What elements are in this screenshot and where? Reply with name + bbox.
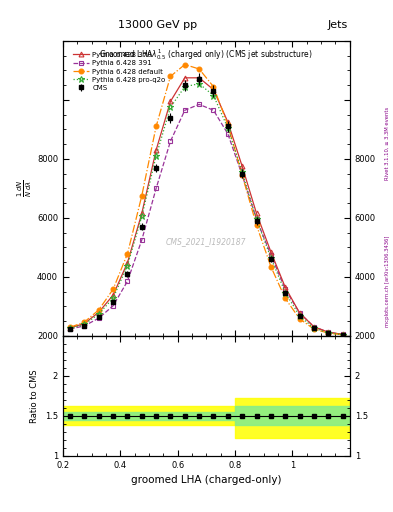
Pythia 6.428 370 (326, 329, 331, 335)
Pythia 6.428 default (211, 83, 216, 90)
Pythia 6.428 370 (125, 260, 130, 266)
Pythia 6.428 391 (312, 324, 316, 330)
Pythia 6.428 default (268, 264, 273, 270)
X-axis label: groomed LHA (charged-only): groomed LHA (charged-only) (131, 475, 281, 485)
Pythia 6.428 default (312, 326, 316, 332)
Pythia 6.428 391 (154, 185, 158, 191)
Text: mcplots.cern.ch [arXiv:1306.3436]: mcplots.cern.ch [arXiv:1306.3436] (385, 236, 389, 327)
Pythia 6.428 default (125, 251, 130, 257)
Pythia 6.428 default (254, 222, 259, 228)
Pythia 6.428 391 (168, 138, 173, 144)
Pythia 6.428 pro-q2o (283, 289, 288, 295)
Pythia 6.428 391 (326, 329, 331, 335)
Pythia 6.428 pro-q2o (168, 104, 173, 111)
Pythia 6.428 391 (111, 303, 116, 309)
Pythia 6.428 391 (240, 172, 244, 178)
Pythia 6.428 pro-q2o (268, 254, 273, 261)
Pythia 6.428 370 (111, 292, 116, 298)
Pythia 6.428 default (283, 295, 288, 302)
Pythia 6.428 391 (125, 278, 130, 284)
Pythia 6.428 default (68, 324, 72, 330)
Pythia 6.428 default (154, 123, 158, 130)
Pythia 6.428 default (197, 66, 202, 72)
Pythia 6.428 pro-q2o (226, 125, 230, 131)
Pythia 6.428 pro-q2o (340, 332, 345, 338)
Pythia 6.428 pro-q2o (82, 322, 87, 328)
Y-axis label: $\frac{1}{N}\frac{dN}{d\lambda}$: $\frac{1}{N}\frac{dN}{d\lambda}$ (16, 180, 34, 197)
Pythia 6.428 pro-q2o (154, 153, 158, 159)
Pythia 6.428 default (82, 319, 87, 325)
Pythia 6.428 370 (240, 163, 244, 169)
Pythia 6.428 pro-q2o (182, 83, 187, 90)
Pythia 6.428 391 (68, 326, 72, 332)
Pythia 6.428 pro-q2o (111, 295, 116, 301)
Pythia 6.428 370 (226, 119, 230, 125)
Pythia 6.428 391 (283, 286, 288, 292)
Pythia 6.428 370 (182, 75, 187, 81)
Pythia 6.428 pro-q2o (96, 311, 101, 317)
Pythia 6.428 370 (283, 284, 288, 290)
Pythia 6.428 391 (197, 101, 202, 108)
Pythia 6.428 391 (82, 323, 87, 329)
Pythia 6.428 pro-q2o (197, 81, 202, 87)
Pythia 6.428 391 (226, 131, 230, 137)
Pythia 6.428 370 (197, 75, 202, 81)
Pythia 6.428 391 (211, 107, 216, 113)
Pythia 6.428 370 (168, 98, 173, 104)
Pythia 6.428 370 (254, 210, 259, 217)
Pythia 6.428 370 (140, 210, 144, 217)
Pythia 6.428 pro-q2o (254, 216, 259, 222)
Line: Pythia 6.428 391: Pythia 6.428 391 (68, 102, 345, 337)
Pythia 6.428 391 (254, 216, 259, 222)
Pythia 6.428 default (182, 61, 187, 68)
Text: Rivet 3.1.10, ≥ 3.3M events: Rivet 3.1.10, ≥ 3.3M events (385, 106, 389, 180)
Pythia 6.428 default (96, 307, 101, 313)
Text: CMS_2021_I1920187: CMS_2021_I1920187 (166, 237, 246, 246)
Pythia 6.428 default (140, 193, 144, 199)
Pythia 6.428 default (297, 316, 302, 322)
Pythia 6.428 370 (96, 309, 101, 315)
Line: Pythia 6.428 370: Pythia 6.428 370 (68, 75, 345, 337)
Line: Pythia 6.428 default: Pythia 6.428 default (68, 62, 345, 337)
Pythia 6.428 370 (297, 310, 302, 316)
Pythia 6.428 391 (340, 331, 345, 337)
Pythia 6.428 default (168, 73, 173, 79)
Pythia 6.428 default (340, 332, 345, 338)
Line: Pythia 6.428 pro-q2o: Pythia 6.428 pro-q2o (67, 80, 346, 338)
Pythia 6.428 370 (312, 324, 316, 330)
Pythia 6.428 370 (340, 331, 345, 337)
Pythia 6.428 pro-q2o (140, 214, 144, 220)
Pythia 6.428 pro-q2o (312, 325, 316, 331)
Pythia 6.428 pro-q2o (326, 330, 331, 336)
Pythia 6.428 pro-q2o (297, 313, 302, 319)
Pythia 6.428 391 (297, 310, 302, 316)
Pythia 6.428 391 (268, 252, 273, 258)
Y-axis label: Ratio to CMS: Ratio to CMS (30, 369, 39, 422)
Pythia 6.428 pro-q2o (240, 169, 244, 175)
Text: 13000 GeV pp: 13000 GeV pp (118, 20, 197, 30)
Text: Jets: Jets (327, 20, 348, 30)
Pythia 6.428 default (111, 286, 116, 292)
Pythia 6.428 default (226, 122, 230, 128)
Pythia 6.428 pro-q2o (125, 263, 130, 269)
Pythia 6.428 391 (96, 315, 101, 321)
Pythia 6.428 370 (154, 147, 158, 153)
Pythia 6.428 pro-q2o (68, 326, 72, 332)
Pythia 6.428 default (326, 330, 331, 336)
Text: Groomed LHA$\lambda^{1}_{0.5}$ (charged only) (CMS jet substructure): Groomed LHA$\lambda^{1}_{0.5}$ (charged … (99, 47, 313, 62)
Legend: Pythia 6.428 370, Pythia 6.428 391, Pythia 6.428 default, Pythia 6.428 pro-q2o, : Pythia 6.428 370, Pythia 6.428 391, Pyth… (72, 50, 167, 93)
Pythia 6.428 370 (268, 249, 273, 255)
Pythia 6.428 391 (182, 107, 187, 113)
Pythia 6.428 370 (82, 321, 87, 327)
Pythia 6.428 default (240, 172, 244, 178)
Pythia 6.428 370 (68, 325, 72, 331)
Pythia 6.428 pro-q2o (211, 93, 216, 99)
Pythia 6.428 391 (140, 237, 144, 243)
Pythia 6.428 370 (211, 87, 216, 93)
